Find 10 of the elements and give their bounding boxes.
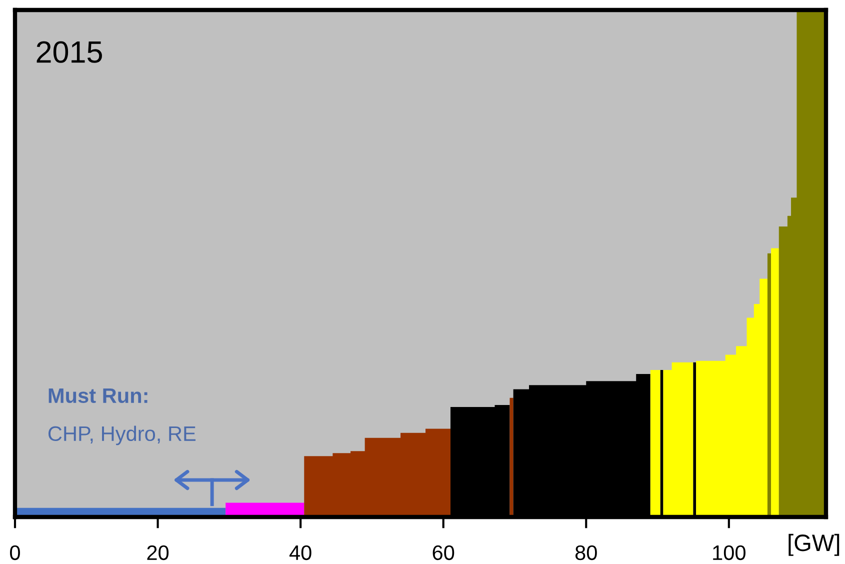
x-tick-label: 100 bbox=[713, 545, 746, 560]
x-tick-label: 80 bbox=[575, 545, 597, 560]
x-axis-title: [GW] bbox=[788, 534, 840, 556]
annotation: CHP, Hydro, RE bbox=[48, 426, 196, 446]
x-tick-label: 40 bbox=[289, 545, 312, 560]
x-tick-label: 20 bbox=[147, 545, 169, 560]
x-tick-label: 0 bbox=[10, 545, 20, 560]
annotation: Must Run: bbox=[48, 388, 148, 404]
x-tick-label: 60 bbox=[432, 545, 454, 560]
annotation: 2015 bbox=[36, 41, 102, 63]
